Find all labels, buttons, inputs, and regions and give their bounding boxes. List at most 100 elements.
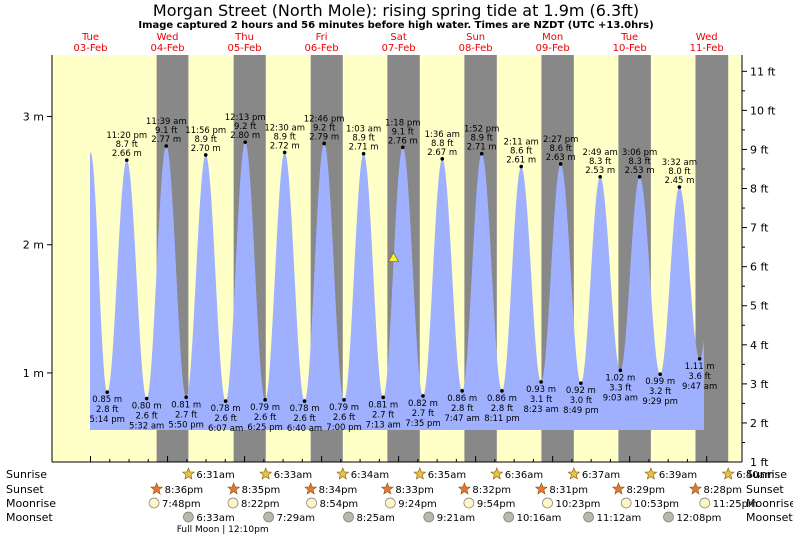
high-tide-point (479, 151, 484, 156)
moonset-icon (343, 511, 354, 523)
sunrise-icon (413, 467, 427, 480)
tide-height-m: 0.85 m (92, 395, 122, 405)
tide-height-m: 0.92 m (566, 386, 596, 396)
low-tide-point (223, 399, 228, 403)
low-tide-point (460, 389, 464, 393)
right-tick-label: 9 ft (750, 143, 769, 156)
day-label-dow: Sat (390, 32, 406, 43)
chart-title: Morgan Street (North Mole): rising sprin… (153, 1, 639, 20)
moonset-time: 11:12am (597, 513, 642, 524)
moonrise-icon (542, 497, 553, 509)
sunrise-time: 6:36am (505, 470, 543, 481)
tide-height-ft: 8.3 ft (589, 157, 612, 167)
tide-height-ft: 8.8 ft (431, 139, 454, 149)
moonrise-icon (699, 497, 711, 509)
moonrise-icon (463, 497, 475, 509)
tide-height-ft: 2.7 ft (175, 410, 198, 420)
low-tide-point (184, 395, 188, 400)
day-label-dow: Wed (157, 32, 179, 43)
tide-time: 7:35 pm (405, 419, 440, 429)
tide-curve (90, 142, 704, 430)
tide-time: 11:39 am (146, 117, 187, 127)
tide-height-ft: 9.1 ft (392, 127, 415, 137)
tide-height-m: 2.45 m (664, 176, 694, 186)
tide-time: 9:47 am (682, 382, 717, 392)
tide-height-ft: 8.9 ft (352, 134, 375, 144)
high-tide-point (440, 157, 445, 161)
day-label-date: 03-Feb (73, 43, 107, 54)
high-tide-point (637, 174, 642, 179)
low-tide-point (144, 396, 149, 401)
tide-height-ft: 3.2 ft (649, 387, 672, 397)
tide-height-ft: 2.6 ft (293, 414, 316, 424)
sunset-time: 8:31pm (549, 485, 588, 496)
tide-time: 11:56 pm (185, 126, 226, 136)
high-tide-point (203, 153, 208, 157)
tide-height-m: 2.67 m (427, 148, 457, 158)
tide-height-m: 0.80 m (132, 402, 162, 412)
day-label-date: 09-Feb (536, 43, 570, 54)
tide-time: 3:06 pm (622, 148, 657, 158)
low-tide-point (381, 395, 386, 400)
tide-height-ft: 3.6 ft (688, 372, 711, 382)
tide-time: 2:11 am (504, 138, 539, 148)
sunset-icon (611, 482, 625, 495)
low-tide-point (263, 398, 267, 402)
tide-height-ft: 2.8 ft (96, 405, 119, 415)
tide-height-m: 2.71 m (467, 143, 497, 153)
low-tide-point (539, 380, 543, 384)
day-label-dow: Sun (466, 32, 485, 43)
moonrise-time: 8:54pm (320, 499, 359, 510)
moonrise-time: 10:23pm (556, 499, 601, 510)
low-tide-point (697, 357, 702, 361)
tide-height-ft: 8.9 ft (273, 132, 296, 142)
tide-time: 7:00 pm (326, 423, 361, 433)
tide-time: 1:36 am (425, 130, 460, 140)
moonset-icon (503, 511, 515, 523)
tide-time: 6:25 pm (247, 423, 282, 433)
sunset-icon (380, 482, 394, 495)
tide-height-ft: 2.8 ft (451, 404, 474, 414)
low-tide-point (579, 381, 583, 385)
sunrise-icon (721, 467, 735, 480)
right-tick-label: 1 ft (750, 456, 769, 469)
sunrise-time: 6:37am (582, 470, 620, 481)
tide-height-ft: 9.2 ft (313, 123, 336, 133)
tide-height-ft: 8.3 ft (628, 157, 651, 167)
sunrise-icon (181, 467, 195, 480)
low-tide-point (618, 368, 623, 373)
day-label-date: 08-Feb (459, 43, 493, 54)
tide-time: 7:13 am (366, 420, 401, 430)
tide-height-m: 1.02 m (605, 373, 635, 383)
tide-time: 1:03 am (346, 125, 381, 135)
full-moon-note: Full Moon | 12:10pm (177, 525, 269, 535)
sunset-icon (304, 482, 318, 495)
row-label-moonrise: Moonrise (6, 497, 56, 510)
tide-time: 9:03 am (603, 393, 638, 403)
row-label-sunset: Sunset (6, 483, 44, 496)
high-tide-point (677, 185, 682, 189)
tide-height-m: 0.79 m (329, 403, 359, 413)
tide-height-m: 0.79 m (250, 403, 280, 413)
sunrise-time: 6:31am (196, 470, 234, 481)
moonset-time: 10:16am (517, 513, 562, 524)
tide-height-m: 2.76 m (388, 136, 418, 146)
left-tick-label: 3 m (23, 111, 44, 124)
day-label-date: 04-Feb (151, 43, 185, 54)
tide-time: 12:13 pm (225, 113, 266, 123)
astro-rows: Sunrise Sunrise 6:31am 6:33am 6:34am 6:35am 6:… (6, 467, 793, 535)
moonrise-icon (148, 497, 160, 509)
moonset-time: 7:29am (277, 513, 315, 524)
moonrise-icon (384, 497, 396, 509)
high-tide-point (361, 151, 366, 156)
tide-height-m: 2.79 m (309, 132, 339, 142)
row-label-right-sunset: Sunset (746, 483, 784, 496)
tide-time: 5:50 pm (168, 420, 203, 430)
left-tick-label: 2 m (23, 239, 44, 252)
moonset-icon (183, 511, 194, 523)
tide-time: 5:32 am (129, 422, 164, 432)
high-tide-point (400, 145, 405, 150)
tide-height-m: 0.78 m (211, 404, 241, 414)
sunset-time: 8:36pm (165, 485, 204, 496)
